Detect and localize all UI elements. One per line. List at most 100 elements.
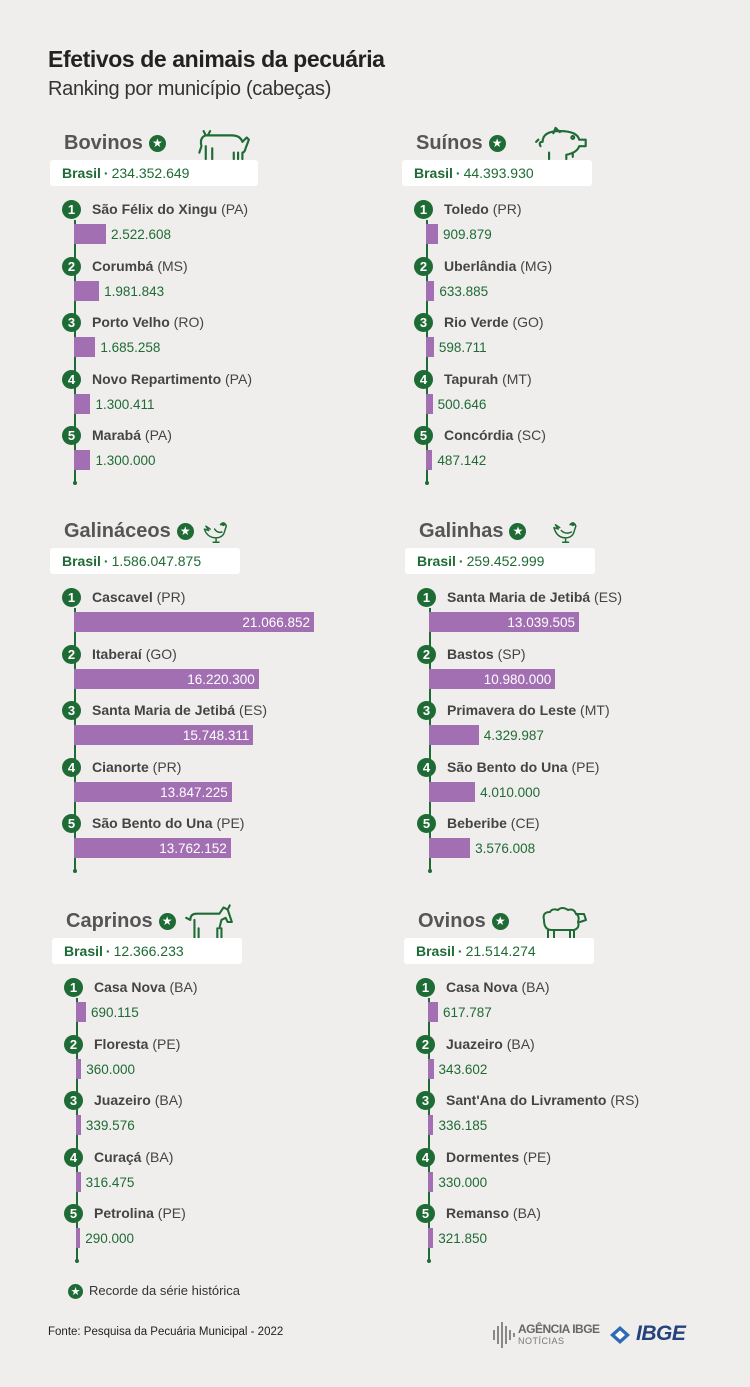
state-abbr: (ES) (590, 589, 623, 605)
rank-badge: 5 (414, 426, 433, 445)
chart-panel-chicken: Galináceos ★ Brasil · 1.586.047.875 1 Cascavel… (50, 520, 390, 890)
rank-badge: 1 (416, 978, 435, 997)
rank-badge: 5 (417, 814, 436, 833)
bar (428, 1115, 434, 1135)
separator-dot: · (455, 165, 461, 181)
rank-badge: 2 (416, 1034, 435, 1054)
state-abbr: (PR) (488, 201, 522, 217)
separator-dot: · (458, 553, 464, 569)
bar (426, 280, 435, 301)
rank-badge: 1 (62, 200, 81, 219)
national-total-label: Brasil (62, 165, 101, 181)
ibge-logo: IBGE (606, 1322, 706, 1348)
municipality-name: Juazeiro (446, 1035, 503, 1052)
state-abbr: (PE) (567, 758, 600, 775)
rank-badge: 2 (62, 644, 81, 664)
municipality-label: Beberibe (CE) (447, 815, 540, 831)
axis-end-dot (424, 480, 429, 485)
ranking-row: 2 Itaberaí (GO) 16.220.300 (62, 644, 392, 701)
municipality-label: Cascavel (PR) (92, 589, 185, 605)
bar (429, 668, 556, 689)
municipality-label: Bastos (SP) (447, 646, 526, 662)
bar-value-label: 4.329.987 (483, 728, 544, 743)
rank-badge: 3 (62, 701, 81, 720)
rank-badge: 5 (64, 1204, 83, 1223)
ranking-row: 4 Dormentes (PE) 330.000 (416, 1147, 746, 1204)
national-total-label: Brasil (416, 943, 455, 959)
chart-panel-goat: Caprinos ★ Brasil · 12.366.233 1 Casa Nova (BA… (52, 904, 394, 1280)
state-abbr: (PA) (141, 427, 172, 443)
municipality-label: Toledo (PR) (444, 201, 522, 217)
page-subtitle: Ranking por município (cabeças) (48, 78, 332, 100)
ranking-row: 4 São Bento do Una (PE) 4.010.000 (417, 757, 747, 814)
municipality-label: Cianorte (PR) (92, 759, 181, 775)
municipality-name: Dormentes (446, 1148, 520, 1165)
bar-value-label: 598.711 (438, 340, 487, 355)
municipality-name: Itaberaí (92, 645, 142, 662)
rank-badge: 5 (62, 814, 81, 833)
ranking-row: 5 Petrolina (PE) 290.000 (64, 1204, 394, 1260)
municipality-label: Rio Verde (GO) (444, 314, 544, 330)
chart-title: Suínos (416, 132, 483, 154)
municipality-name: Corumbá (92, 257, 154, 274)
state-abbr: (SC) (513, 427, 546, 443)
national-total-label: Brasil (64, 943, 103, 959)
ranking-row: 1 São Félix do Xingu (PA) 2.522.608 (62, 200, 392, 256)
state-abbr: (BA) (165, 979, 198, 995)
chicken-icon (203, 522, 228, 543)
municipality-label: Itaberaí (GO) (92, 646, 177, 662)
state-abbr: (MT) (498, 370, 532, 387)
bar-value-label: 336.185 (438, 1118, 488, 1133)
municipality-label: São Félix do Xingu (PA) (92, 201, 248, 217)
municipality-name: São Bento do Una (447, 758, 568, 775)
bar-value-label: 617.787 (443, 1005, 492, 1020)
bar (428, 1228, 434, 1248)
municipality-name: São Félix do Xingu (92, 201, 218, 217)
bar (429, 612, 579, 632)
separator-dot: · (103, 553, 109, 569)
national-total-value: 1.586.047.875 (111, 553, 202, 569)
state-abbr: (RO) (169, 314, 205, 330)
state-abbr: (SP) (493, 645, 526, 662)
ranking-row: 3 Juazeiro (BA) 339.576 (64, 1091, 394, 1147)
municipality-name: Floresta (94, 1035, 149, 1052)
axis-end-dot (72, 480, 77, 485)
ranking-row: 1 Toledo (PR) 909.879 (414, 200, 744, 256)
rank-badge: 4 (62, 757, 81, 777)
ranking-row: 1 Casa Nova (BA) 690.115 (64, 978, 394, 1034)
municipality-name: Casa Nova (94, 979, 166, 995)
rank-badge: 2 (62, 256, 81, 276)
chart-header: Suínos ★ (416, 132, 506, 162)
bar (74, 668, 259, 689)
national-total: Brasil · 21.514.274 (404, 938, 594, 964)
bar-value-label: 330.000 (438, 1174, 488, 1190)
rank-badge: 4 (64, 1147, 83, 1167)
sheep-icon (542, 907, 587, 939)
bar (426, 393, 433, 414)
legend-text: Recorde da série histórica (89, 1283, 241, 1298)
bar (74, 393, 91, 414)
bar (76, 1115, 81, 1135)
bar (74, 450, 91, 470)
national-total: Brasil · 44.393.930 (402, 160, 592, 186)
municipality-name: Concórdia (444, 427, 514, 443)
ranking-row: 3 Porto Velho (RO) 1.685.258 (62, 313, 392, 369)
bar (74, 838, 231, 858)
bar-value-label: 500.646 (437, 396, 487, 412)
municipality-label: São Bento do Una (PE) (447, 759, 599, 775)
ranking-row: 4 Cianorte (PR) 13.847.225 (62, 757, 392, 814)
state-abbr: (PE) (519, 1148, 552, 1165)
municipality-name: Santa Maria de Jetibá (92, 702, 236, 718)
ranking-row: 2 Uberlândia (MG) 633.885 (414, 256, 744, 313)
bar (74, 612, 314, 632)
municipality-name: Bastos (447, 645, 494, 662)
bar-value-label: 10.980.000 (483, 671, 552, 687)
ranking-row: 3 Sant'Ana do Livramento (RS) 336.185 (416, 1091, 746, 1147)
bar (74, 337, 96, 357)
municipality-label: Uberlândia (MG) (444, 258, 552, 274)
rank-badge: 2 (414, 256, 433, 276)
municipality-label: Concórdia (SC) (444, 427, 546, 443)
ranking-row: 5 Marabá (PA) 1.300.000 (62, 426, 392, 482)
municipality-name: Rio Verde (444, 314, 509, 330)
chart-title: Bovinos (64, 132, 143, 154)
